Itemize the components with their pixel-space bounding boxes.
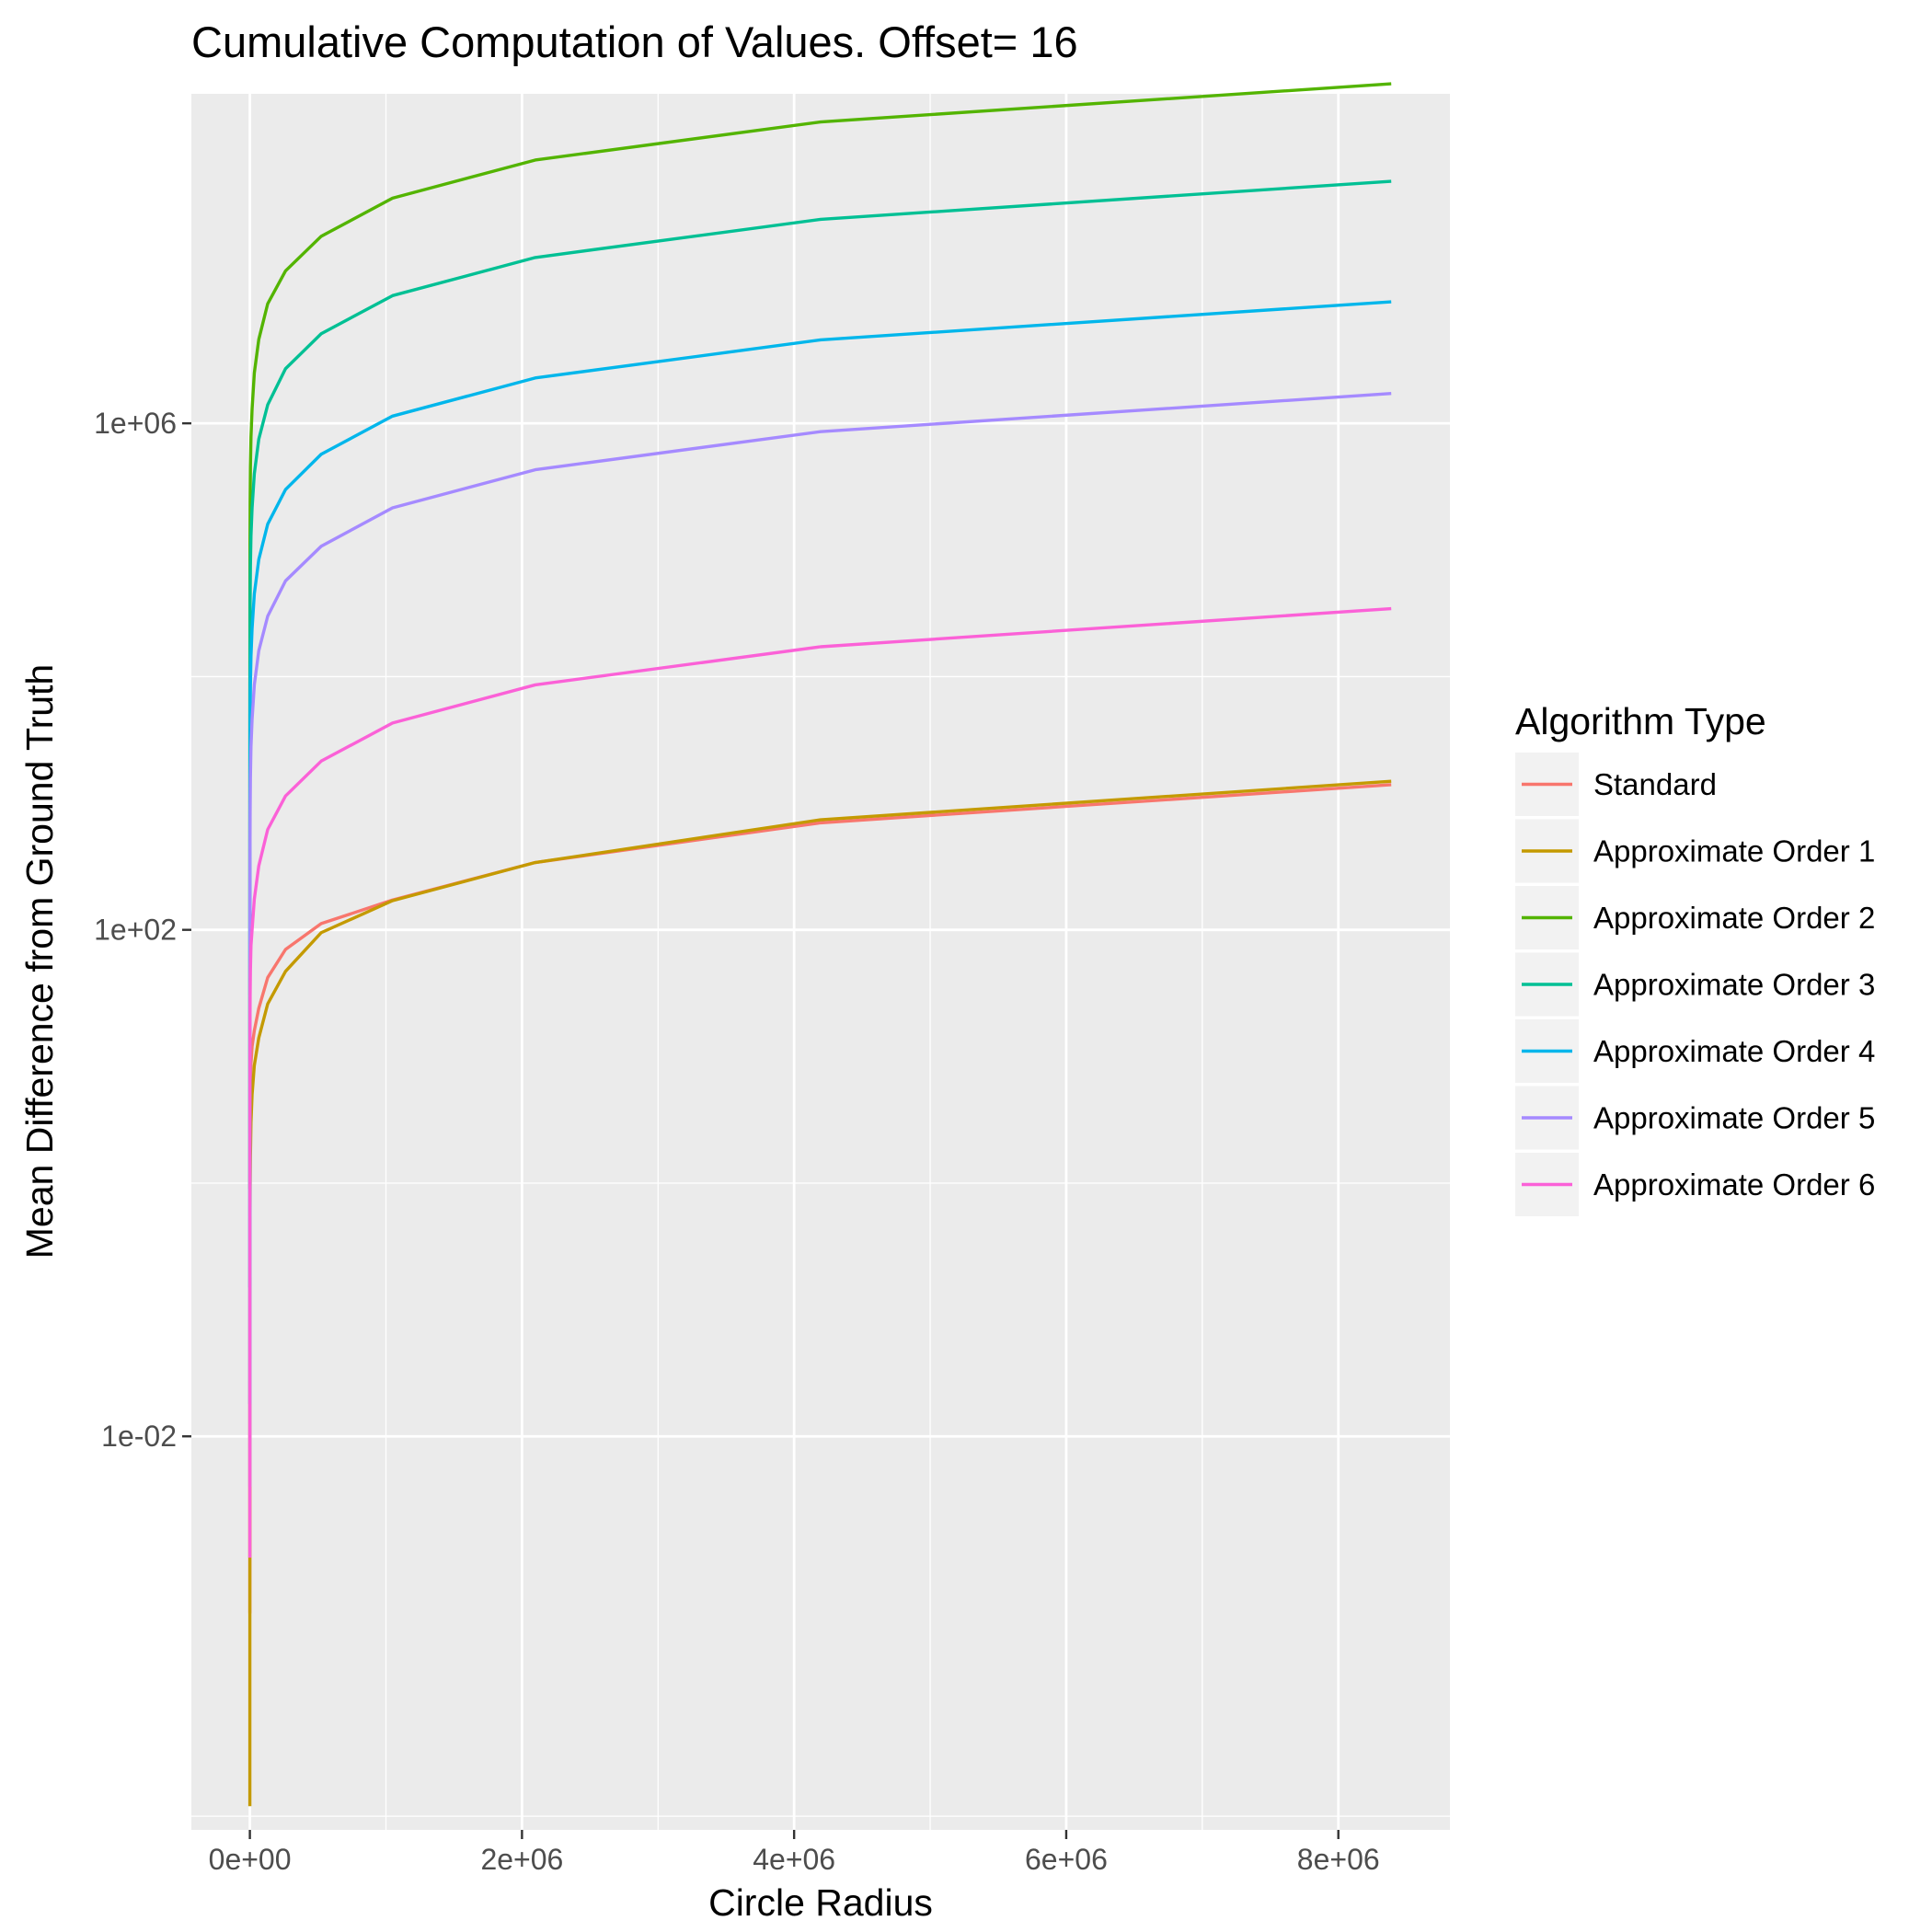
grid-major [191, 94, 1450, 1830]
legend: Algorithm Type Standard Approximate Order… [1515, 700, 1875, 1216]
legend-label: Standard [1593, 767, 1717, 801]
y-axis: 1e-02 1e+02 1e+06 [94, 407, 191, 1453]
y-tick-label: 1e-02 [101, 1420, 177, 1453]
legend-label: Approximate Order 5 [1593, 1101, 1875, 1135]
y-axis-title: Mean Difference from Ground Truth [18, 664, 61, 1259]
series-layer [247, 82, 1392, 1807]
plot-panel [191, 94, 1450, 1830]
legend-title: Algorithm Type [1515, 700, 1766, 742]
x-tick-label: 8e+06 [1297, 1843, 1380, 1876]
legend-label: Approximate Order 6 [1593, 1167, 1875, 1202]
x-axis-title: Circle Radius [708, 1881, 933, 1924]
x-tick-label: 6e+06 [1025, 1843, 1108, 1876]
x-tick-label: 4e+06 [753, 1843, 835, 1876]
y-tick-label: 1e+06 [94, 407, 177, 440]
legend-items: Standard Approximate Order 1 Approximate O… [1515, 753, 1875, 1216]
legend-label: Approximate Order 3 [1593, 968, 1875, 1002]
x-tick-label: 0e+00 [209, 1843, 292, 1876]
legend-label: Approximate Order 4 [1593, 1034, 1875, 1068]
legend-label: Approximate Order 1 [1593, 834, 1875, 868]
y-tick-label: 1e+02 [94, 914, 177, 947]
series-line-approximate-order-6 [247, 606, 1392, 1558]
legend-label: Approximate Order 2 [1593, 901, 1875, 935]
x-tick-label: 2e+06 [480, 1843, 563, 1876]
chart-title: Cumulative Computation of Values. Offset… [191, 17, 1078, 66]
x-axis: 0e+00 2e+06 4e+06 6e+06 8e+06 [209, 1830, 1380, 1876]
grid-minor [191, 94, 1450, 1830]
